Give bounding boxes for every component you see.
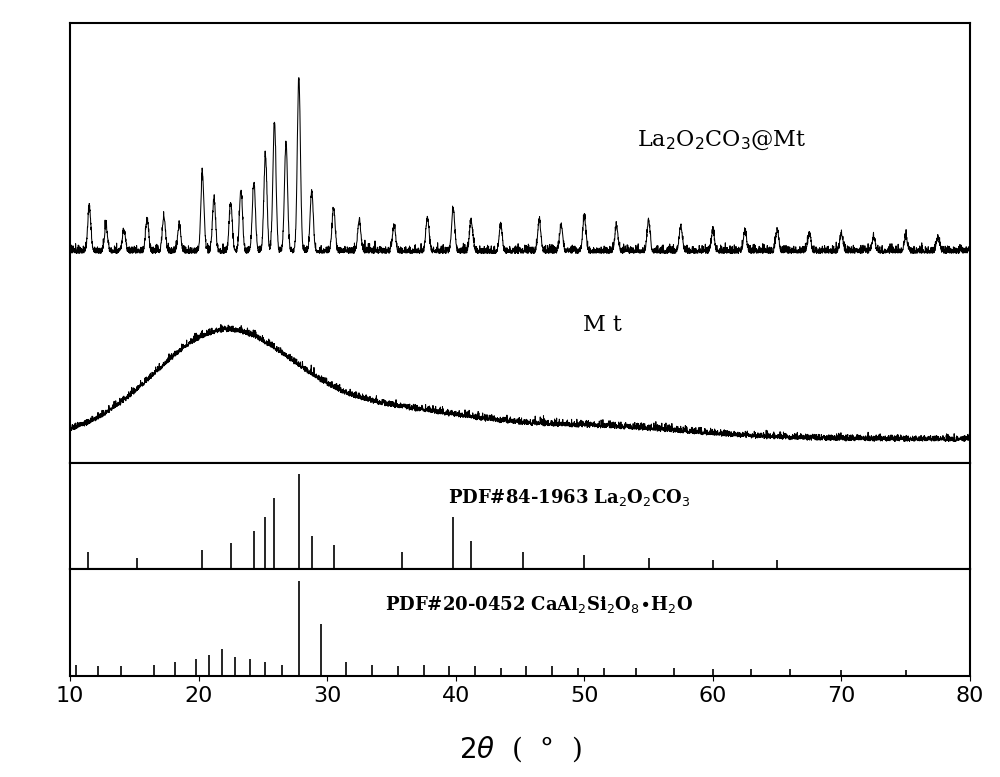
Text: M t: M t xyxy=(583,314,622,336)
Text: La$_2$O$_2$CO$_3$@Mt: La$_2$O$_2$CO$_3$@Mt xyxy=(637,129,806,152)
Text: $2\theta$  (  °  ): $2\theta$ ( ° ) xyxy=(459,734,581,764)
Text: PDF#84-1963 La$_2$O$_2$CO$_3$: PDF#84-1963 La$_2$O$_2$CO$_3$ xyxy=(448,487,690,508)
Text: PDF#20-0452 CaAl$_2$Si$_2$O$_8$$\bullet$H$_2$O: PDF#20-0452 CaAl$_2$Si$_2$O$_8$$\bullet$… xyxy=(385,594,693,615)
